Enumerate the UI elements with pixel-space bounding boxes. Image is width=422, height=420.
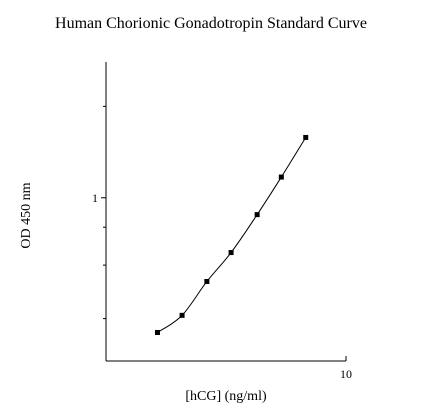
fit-curve xyxy=(157,137,307,333)
data-point xyxy=(278,174,284,180)
data-point xyxy=(303,134,309,140)
data-points xyxy=(154,134,309,335)
x-tick-label: 10 xyxy=(340,367,352,381)
fit-curve-layer xyxy=(157,137,307,333)
data-point xyxy=(228,250,234,256)
data-point xyxy=(254,212,260,218)
data-point xyxy=(204,278,210,284)
data-point xyxy=(154,329,160,335)
y-tick-label: 1 xyxy=(92,191,98,205)
y-axis-label: OD 450 nm xyxy=(19,182,34,248)
ticks: 1 10 xyxy=(92,105,352,381)
data-point xyxy=(179,312,185,318)
axes xyxy=(105,62,346,362)
chart-title: Human Chorionic Gonadotropin Standard Cu… xyxy=(55,15,367,32)
x-axis-label: [hCG] (ng/ml) xyxy=(185,389,267,404)
